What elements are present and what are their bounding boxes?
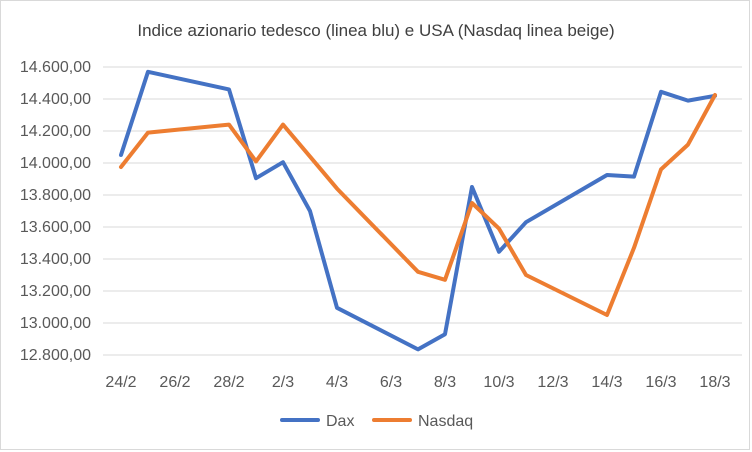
y-tick-label: 12.800,00 (20, 347, 91, 364)
series-line-nasdaq (119, 93, 717, 317)
x-tick-label: 8/3 (434, 374, 456, 391)
x-tick-label: 2/3 (272, 374, 294, 391)
y-tick-label: 14.000,00 (20, 155, 91, 172)
series-lines (119, 69, 717, 352)
y-tick-label: 13.200,00 (20, 283, 91, 300)
x-tick-label: 12/3 (537, 374, 568, 391)
y-tick-label: 13.800,00 (20, 187, 91, 204)
series-line-dax (119, 69, 717, 352)
legend-label: Nasdaq (418, 413, 473, 430)
x-tick-label: 26/2 (159, 374, 190, 391)
x-tick-label: 4/3 (326, 374, 348, 391)
y-tick-label: 13.400,00 (20, 251, 91, 268)
y-tick-label: 13.600,00 (20, 219, 91, 236)
x-axis-ticks: 24/2 26/2 28/2 2/3 4/3 6/3 8/3 10/3 12/3 14/3 16/3… (105, 374, 730, 391)
x-tick-label: 16/3 (645, 374, 676, 391)
y-tick-label: 13.000,00 (20, 315, 91, 332)
y-tick-label: 14.200,00 (20, 123, 91, 140)
y-tick-label: 14.400,00 (20, 91, 91, 108)
x-tick-label: 18/3 (699, 374, 730, 391)
x-tick-label: 6/3 (380, 374, 402, 391)
chart-title: Indice azionario tedesco (linea blu) e U… (137, 21, 614, 40)
legend: Dax Nasdaq (280, 413, 473, 430)
x-tick-label: 14/3 (591, 374, 622, 391)
y-axis-ticks: 12.800,00 13.000,00 13.200,00 13.400,00 13.6… (20, 59, 91, 364)
x-tick-label: 10/3 (483, 374, 514, 391)
y-tick-label: 14.600,00 (20, 59, 91, 76)
legend-label: Dax (326, 413, 354, 430)
x-tick-label: 24/2 (105, 374, 136, 391)
x-tick-label: 28/2 (213, 374, 244, 391)
gridlines (103, 66, 742, 324)
